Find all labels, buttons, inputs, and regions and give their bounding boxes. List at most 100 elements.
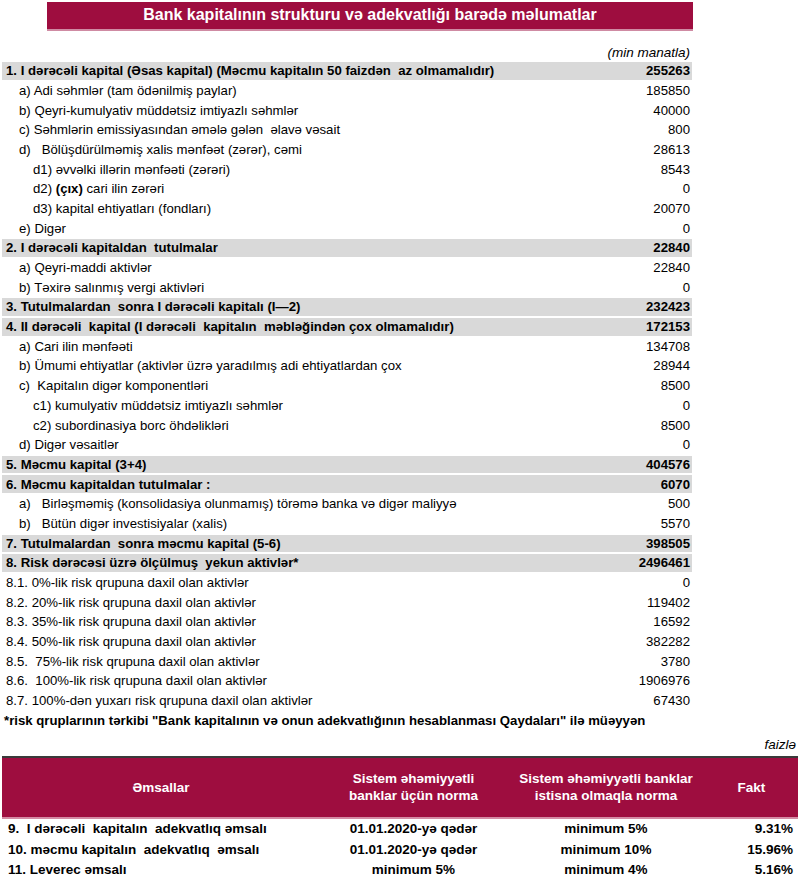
row-label: 8.7. 100%-dən yuxarı risk qrupuna daxil … bbox=[2, 691, 312, 710]
header-fact: Fakt bbox=[705, 777, 798, 798]
capital-item-row: 8.5. 75%-lik risk qrupuna daxil olan akt… bbox=[2, 652, 692, 672]
row-value: 3780 bbox=[661, 652, 692, 671]
row-label: d) Digər vəsaitlər bbox=[2, 435, 119, 454]
systemic-norm: 01.01.2020-yə qədər bbox=[320, 842, 507, 857]
row-label: a) Birləşməmiş (konsolidasiya olunmamış)… bbox=[2, 494, 457, 513]
percent-unit-note: faizlə bbox=[0, 735, 800, 754]
row-label: 8.4. 50%-lik risk qrupuna daxil olan akt… bbox=[2, 632, 256, 651]
ratio-label: 11. Leverec əmsalı bbox=[2, 862, 320, 877]
row-label: 3. Tutulmalardan sonra I dərəcəli kapita… bbox=[2, 297, 300, 316]
capital-item-row: 8.4. 50%-lik risk qrupuna daxil olan akt… bbox=[2, 632, 692, 652]
capital-item-row: b) Təxirə salınmış vergi aktivləri 0 bbox=[2, 278, 692, 298]
ratio-row: 9. I dərəcəli kapitalın adekvatlıq əmsal… bbox=[2, 819, 798, 840]
capital-item-row: d) Bölüşdürülməmiş xalis mənfəət (zərər)… bbox=[2, 140, 692, 160]
capital-item-row: 8.7. 100%-dən yuxarı risk qrupuna daxil … bbox=[2, 691, 692, 711]
row-value: 28613 bbox=[653, 140, 692, 159]
ratios-header-row: Əmsallar Sistem əhəmiyyətli banklar üçün… bbox=[2, 758, 798, 819]
capital-item-row: c1) kumulyativ müddətsiz imtiyazlı səhml… bbox=[2, 396, 692, 416]
page-title: Bank kapitalının strukturu və adekvatlığ… bbox=[47, 2, 693, 31]
non-systemic-norm: minimum 10% bbox=[507, 842, 705, 857]
row-label: 8.3. 35%-lik risk qrupuna daxil olan akt… bbox=[2, 612, 256, 631]
row-value: 0 bbox=[683, 219, 692, 238]
row-value: 0 bbox=[683, 573, 692, 592]
row-label: a) Qeyri-maddi aktivlər bbox=[2, 258, 152, 277]
row-label: 8.5. 75%-lik risk qrupuna daxil olan akt… bbox=[2, 652, 260, 671]
row-label: 8.2. 20%-lik risk qrupuna daxil olan akt… bbox=[2, 593, 256, 612]
capital-section-row: 2. I dərəcəli kapitaldan tutulmalar22840 bbox=[2, 238, 692, 258]
row-label: d2) (çıx) cari ilin zərəri bbox=[2, 179, 164, 198]
capital-item-row: a) Qeyri-maddi aktivlər 22840 bbox=[2, 258, 692, 278]
row-value: 0 bbox=[683, 396, 692, 415]
fact-value: 15.96% bbox=[705, 842, 798, 857]
capital-item-row: e) Digər0 bbox=[2, 219, 692, 239]
unit-note: (min manatla) bbox=[0, 44, 690, 61]
ratio-label: 10. məcmu kapitalın adekvatlıq əmsalı bbox=[2, 842, 320, 857]
risk-groups-footnote: *risk qruplarının tərkibi "Bank kapitalı… bbox=[0, 711, 800, 731]
row-value: 134708 bbox=[646, 337, 692, 356]
row-value: 382282 bbox=[646, 632, 692, 651]
capital-item-row: b) Ümumi ehtiyatlar (aktivlər üzrə yarad… bbox=[2, 356, 692, 376]
capital-section-row: 1. I dərəcəli kapital (Əsas kapital) (Mə… bbox=[2, 61, 692, 81]
row-label: 8.1. 0%-lik risk qrupuna daxil olan akti… bbox=[2, 573, 249, 592]
capital-item-row: c) Səhmlərin emissiyasından əmələ gələn … bbox=[2, 120, 692, 140]
row-value: 404576 bbox=[646, 455, 692, 474]
row-value: 119402 bbox=[647, 593, 692, 612]
systemic-norm: 01.01.2020-yə qədər bbox=[320, 821, 507, 836]
row-value: 2496461 bbox=[639, 553, 692, 572]
row-label: b) Qeyri-kumulyativ müddətsiz imtiyazlı … bbox=[2, 101, 298, 120]
row-label: b) Ümumi ehtiyatlar (aktivlər üzrə yarad… bbox=[2, 356, 402, 375]
row-value: 16592 bbox=[653, 612, 692, 631]
row-value: 398505 bbox=[646, 534, 692, 553]
capital-item-row: a) Adi səhmlər (tam ödənilmiş paylar) 185… bbox=[2, 81, 692, 101]
capital-item-row: d1) əvvəlki illərin mənfəəti (zərəri)854… bbox=[2, 159, 692, 179]
fact-value: 9.31% bbox=[705, 821, 798, 836]
capital-item-row: 8.6. 100%-lik risk qrupuna daxil olan ak… bbox=[2, 671, 692, 691]
row-value: 67430 bbox=[653, 691, 692, 710]
capital-item-row: 8.1. 0%-lik risk qrupuna daxil olan akti… bbox=[2, 573, 692, 593]
row-label: 8. Risk dərəcəsi üzrə ölçülmuş yekun akt… bbox=[2, 553, 298, 572]
row-value: 800 bbox=[668, 120, 692, 139]
adequacy-ratios-table: Əmsallar Sistem əhəmiyyətli banklar üçün… bbox=[2, 756, 798, 881]
capital-item-row: d3) kapital ehtiyatları (fondları)20070 bbox=[2, 199, 692, 219]
non-systemic-norm: minimum 5% bbox=[507, 821, 705, 836]
capital-structure-table: 1. I dərəcəli kapital (Əsas kapital) (Mə… bbox=[2, 61, 692, 711]
row-label: a) Cari ilin mənfəəti bbox=[2, 337, 133, 356]
row-value: 185850 bbox=[646, 81, 692, 100]
non-systemic-norm: minimum 4% bbox=[507, 862, 705, 877]
capital-section-row: 3. Tutulmalardan sonra I dərəcəli kapita… bbox=[2, 297, 692, 317]
capital-item-row: a) Birləşməmiş (konsolidasiya olunmamış)… bbox=[2, 494, 692, 514]
row-label: 1. I dərəcəli kapital (Əsas kapital) (Mə… bbox=[2, 61, 494, 80]
capital-item-row: c) Kapitalın digər komponentləri8500 bbox=[2, 376, 692, 396]
ratios-body: 9. I dərəcəli kapitalın adekvatlıq əmsal… bbox=[2, 819, 798, 881]
capital-item-row: 8.2. 20%-lik risk qrupuna daxil olan akt… bbox=[2, 593, 692, 613]
capital-section-row: 8. Risk dərəcəsi üzrə ölçülmuş yekun akt… bbox=[2, 553, 692, 573]
row-value: 8500 bbox=[661, 416, 692, 435]
row-value: 22840 bbox=[653, 258, 692, 277]
row-label: 7. Tutulmalardan sonra məcmu kapital (5-… bbox=[2, 534, 281, 553]
header-ratios: Əmsallar bbox=[2, 777, 320, 798]
row-label: d) Bölüşdürülməmiş xalis mənfəət (zərər)… bbox=[2, 140, 302, 159]
row-label: b) Təxirə salınmış vergi aktivləri bbox=[2, 278, 204, 297]
row-label: 8.6. 100%-lik risk qrupuna daxil olan ak… bbox=[2, 671, 267, 690]
capital-section-row: 4. II dərəcəli kapital (I dərəcəli kapit… bbox=[2, 317, 692, 337]
capital-section-row: 6. Məcmu kapitaldan tutulmalar :6070 bbox=[2, 474, 692, 494]
row-value: 0 bbox=[683, 179, 692, 198]
row-value: 0 bbox=[683, 435, 692, 454]
row-value: 8543 bbox=[661, 160, 692, 179]
row-label: a) Adi səhmlər (tam ödənilmiş paylar) bbox=[2, 81, 237, 100]
ratio-row: 11. Leverec əmsalıminimum 5%minimum 4%5.… bbox=[2, 860, 798, 881]
row-value: 500 bbox=[668, 494, 692, 513]
row-label: 6. Məcmu kapitaldan tutulmalar : bbox=[2, 475, 210, 494]
header-systemic-norm: Sistem əhəmiyyətli banklar üçün norma bbox=[320, 768, 507, 806]
capital-item-row: a) Cari ilin mənfəəti 134708 bbox=[2, 337, 692, 357]
header-non-systemic-norm: Sistem əhəmiyyətli banklar istisna olmaq… bbox=[507, 768, 705, 806]
capital-item-row: d) Digər vəsaitlər 0 bbox=[2, 435, 692, 455]
row-value: 20070 bbox=[653, 199, 692, 218]
row-label: 4. II dərəcəli kapital (I dərəcəli kapit… bbox=[2, 317, 454, 336]
row-label: b) Bütün digər investisiyalar (xalis) bbox=[2, 514, 227, 533]
capital-item-row: c2) subordinasiya borc öhdəlikləri8500 bbox=[2, 415, 692, 435]
ratio-row: 10. məcmu kapitalın adekvatlıq əmsalı01.… bbox=[2, 839, 798, 860]
fact-value: 5.16% bbox=[705, 862, 798, 877]
row-label: 5. Məcmu kapital (3+4) bbox=[2, 455, 146, 474]
row-value: 0 bbox=[683, 278, 692, 297]
